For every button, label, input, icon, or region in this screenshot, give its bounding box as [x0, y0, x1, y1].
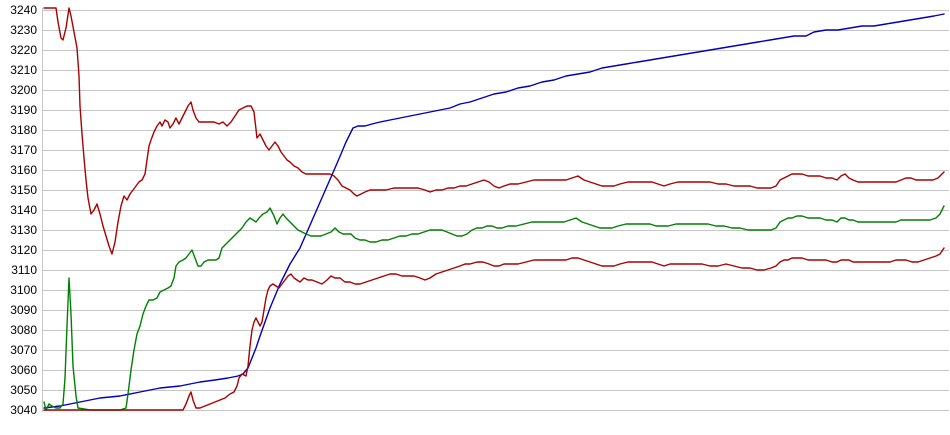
- green-line: [43, 205, 945, 411]
- y-axis-label: 3070: [10, 343, 37, 357]
- red-upper-line: [43, 7, 945, 255]
- y-axis-label: 3090: [10, 303, 37, 317]
- y-axis-label: 3160: [10, 163, 37, 177]
- y-axis-label: 3120: [10, 243, 37, 257]
- y-axis-label: 3100: [10, 283, 37, 297]
- y-axis-label: 3230: [10, 23, 37, 37]
- y-axis-label: 3220: [10, 43, 37, 57]
- y-axis-label: 3200: [10, 83, 37, 97]
- y-axis-label: 3050: [10, 383, 37, 397]
- red-lower-line: [43, 247, 945, 411]
- y-axis-label: 3060: [10, 363, 37, 377]
- y-axis-label: 3130: [10, 223, 37, 237]
- y-axis-label: 3170: [10, 143, 37, 157]
- y-axis-label: 3140: [10, 203, 37, 217]
- y-axis-label: 3180: [10, 123, 37, 137]
- y-axis-label: 3080: [10, 323, 37, 337]
- y-axis-label: 3210: [10, 63, 37, 77]
- blue-line: [43, 13, 945, 409]
- y-axis-label: 3150: [10, 183, 37, 197]
- y-axis-label: 3190: [10, 103, 37, 117]
- y-axis-label: 3110: [11, 263, 37, 277]
- y-axis-label: 3040: [10, 403, 37, 417]
- y-axis-label: 3240: [10, 3, 37, 17]
